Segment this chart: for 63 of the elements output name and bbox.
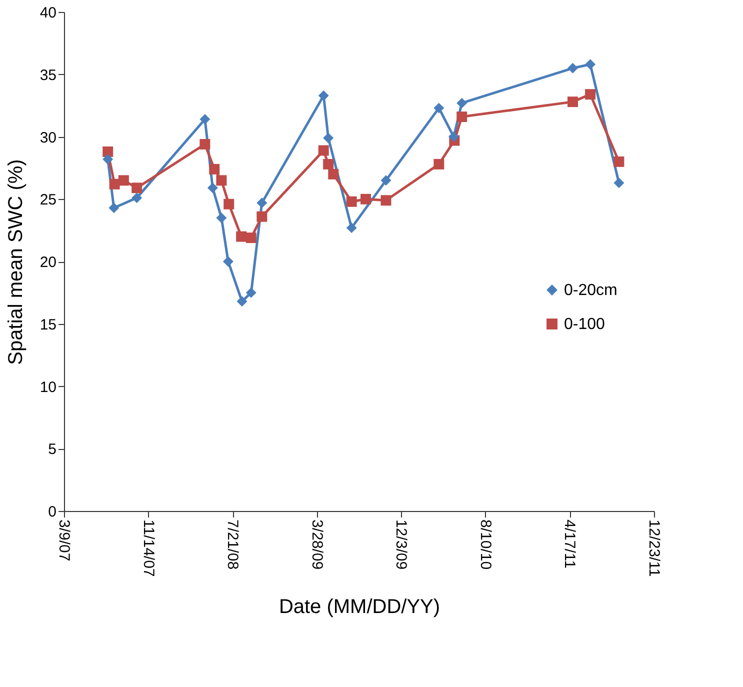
y-tick-label: 25 [40, 192, 56, 209]
legend-label: 0-20cm [564, 282, 618, 299]
point [456, 112, 468, 122]
point [328, 168, 339, 180]
y-tick-label: 0 [48, 504, 56, 520]
point [448, 132, 459, 142]
y-tick-label: 10 [40, 378, 56, 396]
point [456, 98, 468, 108]
point [102, 146, 114, 157]
point [102, 154, 114, 164]
point [236, 231, 247, 242]
point [380, 195, 392, 206]
point [132, 192, 142, 204]
point [323, 158, 334, 170]
point [224, 198, 234, 210]
x-tick-label: 11/14/07 [140, 520, 157, 577]
x-tick-label: 3/28/09 [308, 520, 326, 570]
point [380, 175, 392, 186]
y-tick-label: 35 [40, 66, 56, 84]
point [346, 196, 357, 207]
point [216, 212, 227, 224]
y-tick-label: 40 [40, 4, 56, 22]
x-axis-title: Date (MM/DD/YY) [278, 596, 440, 618]
point [109, 178, 120, 190]
x-tick-label: 8/10/10 [476, 520, 494, 570]
point [360, 194, 371, 204]
x-tick-label: 7/21/08 [224, 520, 242, 570]
x-tick-label: 12/3/09 [392, 520, 410, 570]
point [216, 175, 227, 186]
legend-label: 0-100 [564, 316, 606, 333]
point [200, 138, 210, 150]
point [614, 178, 624, 188]
point [318, 90, 329, 101]
point [256, 198, 268, 208]
point [200, 114, 210, 125]
point [118, 175, 129, 186]
point [614, 156, 624, 167]
point [434, 102, 444, 114]
point [346, 222, 357, 234]
point [246, 232, 256, 244]
point [434, 158, 444, 170]
y-tick-label: 30 [40, 129, 56, 146]
point [222, 256, 234, 267]
point [585, 59, 596, 70]
x-tick-label: 12/23/11 [646, 520, 662, 577]
y-tick-label: 5 [48, 441, 56, 458]
point [132, 182, 142, 194]
point [207, 182, 218, 194]
point [568, 62, 578, 74]
point [108, 202, 120, 214]
y-tick-label: 15 [40, 316, 56, 334]
point [323, 132, 334, 144]
point [568, 96, 578, 108]
point [246, 287, 256, 298]
y-axis-title: Spatial mean SWC (%) [4, 159, 27, 365]
x-tick-label: 3/9/07 [56, 520, 72, 562]
x-tick-label: 4/17/11 [561, 520, 578, 568]
y-tick-label: 20 [40, 254, 56, 271]
point [256, 211, 268, 222]
point [236, 296, 248, 307]
point [585, 89, 596, 100]
point [318, 145, 329, 156]
point [209, 164, 220, 174]
